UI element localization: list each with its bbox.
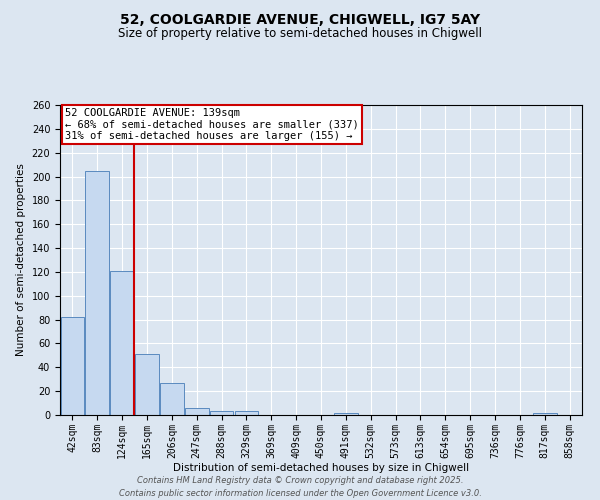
Bar (533, 412, 557, 415)
Bar (160, 383, 184, 415)
Bar (85, 170, 109, 415)
Bar (61, 317, 84, 415)
Bar (185, 408, 209, 415)
Bar (235, 412, 258, 415)
Y-axis label: Number of semi-detached properties: Number of semi-detached properties (16, 164, 26, 356)
Text: Contains HM Land Registry data © Crown copyright and database right 2025.
Contai: Contains HM Land Registry data © Crown c… (119, 476, 481, 498)
Bar (110, 270, 134, 415)
Bar (135, 354, 159, 415)
Text: 52, COOLGARDIE AVENUE, CHIGWELL, IG7 5AY: 52, COOLGARDIE AVENUE, CHIGWELL, IG7 5AY (120, 12, 480, 26)
Bar (334, 412, 358, 415)
Text: 52 COOLGARDIE AVENUE: 139sqm
← 68% of semi-detached houses are smaller (337)
31%: 52 COOLGARDIE AVENUE: 139sqm ← 68% of se… (65, 108, 359, 142)
Text: Size of property relative to semi-detached houses in Chigwell: Size of property relative to semi-detach… (118, 28, 482, 40)
Bar (210, 412, 233, 415)
X-axis label: Distribution of semi-detached houses by size in Chigwell: Distribution of semi-detached houses by … (173, 464, 469, 473)
